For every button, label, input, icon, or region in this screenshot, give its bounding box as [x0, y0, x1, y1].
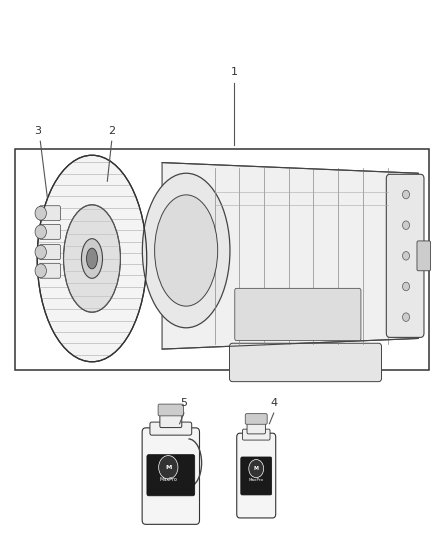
Circle shape [403, 282, 410, 291]
FancyBboxPatch shape [158, 404, 184, 416]
Text: MaxPro: MaxPro [159, 477, 177, 482]
Circle shape [35, 264, 46, 278]
FancyBboxPatch shape [417, 241, 431, 271]
Circle shape [403, 190, 410, 199]
Bar [15, 149, 429, 370]
Ellipse shape [86, 248, 97, 269]
Circle shape [35, 245, 46, 259]
Text: M: M [165, 465, 172, 470]
FancyBboxPatch shape [147, 455, 195, 496]
Circle shape [35, 225, 46, 239]
FancyBboxPatch shape [39, 206, 60, 221]
FancyBboxPatch shape [243, 429, 270, 440]
Text: 1: 1 [231, 67, 238, 77]
Ellipse shape [142, 173, 230, 328]
Text: 3: 3 [34, 126, 41, 136]
Circle shape [403, 313, 410, 321]
Circle shape [159, 456, 178, 479]
FancyBboxPatch shape [142, 428, 200, 524]
Ellipse shape [81, 239, 102, 278]
Ellipse shape [37, 155, 147, 362]
Text: MaxPro: MaxPro [249, 478, 264, 482]
FancyBboxPatch shape [386, 174, 424, 337]
FancyBboxPatch shape [39, 224, 60, 239]
FancyBboxPatch shape [160, 411, 182, 427]
Text: 4: 4 [270, 398, 277, 408]
PathPatch shape [162, 163, 418, 349]
Ellipse shape [64, 205, 120, 312]
Circle shape [35, 206, 46, 220]
FancyBboxPatch shape [245, 414, 267, 424]
FancyBboxPatch shape [241, 457, 272, 495]
FancyBboxPatch shape [39, 245, 60, 260]
FancyBboxPatch shape [235, 288, 361, 341]
Text: M: M [254, 466, 259, 471]
FancyBboxPatch shape [237, 433, 276, 518]
Ellipse shape [166, 216, 206, 285]
Circle shape [403, 221, 410, 229]
Ellipse shape [155, 195, 218, 306]
Ellipse shape [177, 233, 196, 268]
FancyBboxPatch shape [39, 263, 60, 278]
FancyBboxPatch shape [230, 343, 381, 382]
FancyBboxPatch shape [150, 422, 192, 435]
Circle shape [403, 252, 410, 260]
Circle shape [249, 459, 264, 478]
Text: 2: 2 [108, 126, 115, 136]
Text: 5: 5 [180, 398, 187, 408]
FancyBboxPatch shape [247, 419, 265, 434]
